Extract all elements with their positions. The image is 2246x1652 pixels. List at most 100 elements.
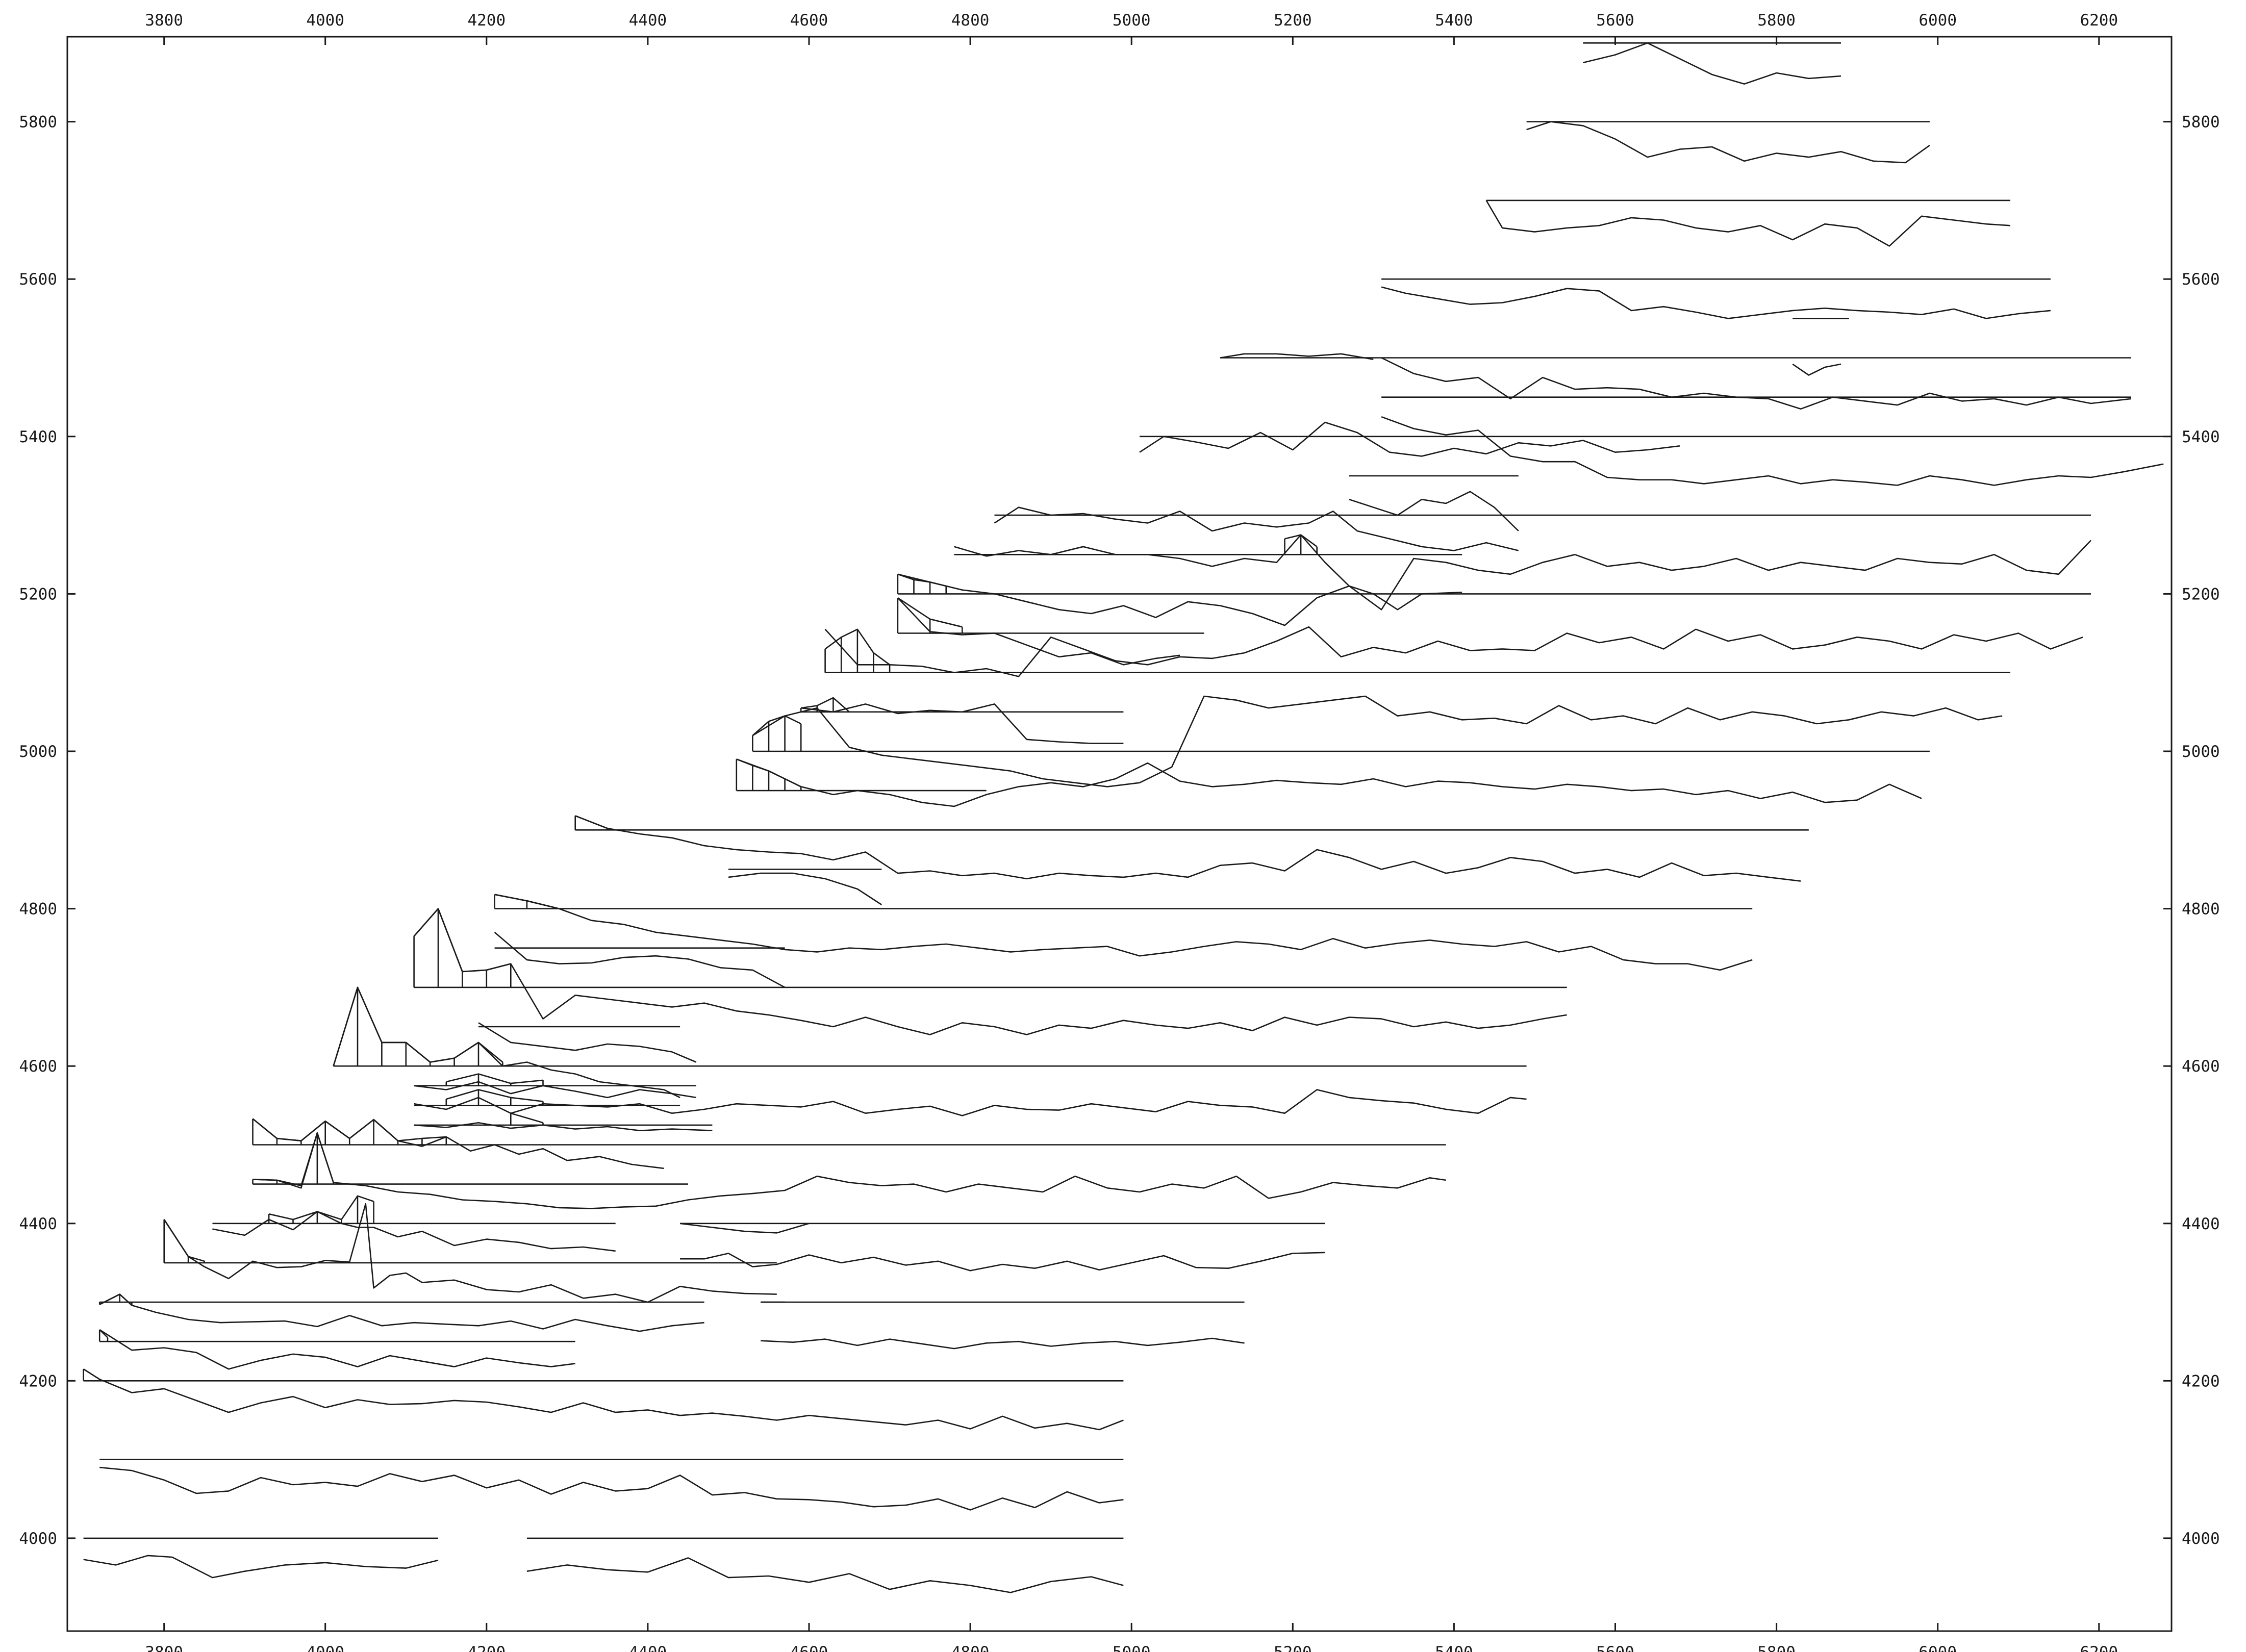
hatch-outline (801, 697, 850, 713)
x-tick-label-top: 5200 (1274, 11, 1312, 30)
profile-trace (1381, 286, 2051, 319)
x-tick-label-top: 5800 (1757, 11, 1796, 30)
profile-trace (736, 758, 1922, 807)
y-tick-label-left: 5000 (19, 743, 57, 761)
x-tick-label-top: 5000 (1113, 11, 1151, 30)
profile-trace (212, 1211, 616, 1252)
y-tick-label-right: 5200 (2182, 585, 2220, 603)
profile-trace (1582, 42, 1841, 85)
x-tick-label-top: 4400 (629, 11, 667, 30)
axis-ticks: 3800 3800 4000 4000 4200 4200 4400 4400 4600 4600… (19, 11, 2219, 1652)
profile-trace (752, 695, 2003, 787)
hatch-outline (510, 1112, 543, 1124)
y-tick-label-left: 5400 (19, 428, 57, 446)
x-tick-label-bottom: 6000 (1919, 1643, 1957, 1652)
x-tick-label-top: 3800 (145, 11, 183, 30)
y-tick-label-right: 5800 (2182, 113, 2220, 132)
profile-trace (494, 894, 1753, 971)
y-tick-label-left: 4600 (19, 1057, 57, 1076)
x-tick-label-bottom: 5600 (1596, 1643, 1634, 1652)
profile-trace (897, 597, 1180, 666)
profile-trace (1526, 121, 1930, 164)
x-tick-label-top: 4000 (306, 11, 344, 30)
x-tick-label-top: 5400 (1435, 11, 1473, 30)
profile-trace (253, 1132, 1446, 1209)
hatched-fills (83, 534, 1318, 1381)
y-tick-label-right: 4600 (2182, 1057, 2220, 1076)
x-tick-label-bottom: 4800 (951, 1643, 990, 1652)
profile-trace (680, 1252, 1325, 1272)
x-tick-label-bottom: 5400 (1435, 1643, 1473, 1652)
x-tick-label-bottom: 5200 (1274, 1643, 1312, 1652)
profile-trace (414, 1081, 697, 1099)
y-tick-label-right: 4200 (2182, 1372, 2220, 1390)
hatch-outline (446, 1073, 543, 1084)
x-tick-label-top: 6200 (2080, 11, 2118, 30)
profile-trace (414, 1122, 713, 1131)
y-tick-label-left: 4400 (19, 1215, 57, 1233)
profile-trace (1349, 491, 1519, 531)
profile-trace (1792, 363, 1841, 376)
profile-trace (679, 1223, 810, 1234)
profile-trace (99, 1466, 1124, 1511)
profile-trace (478, 1022, 697, 1063)
hatch-outline (252, 1118, 446, 1141)
hatch-outline (897, 597, 963, 628)
y-tick-label-left: 4200 (19, 1372, 57, 1390)
y-tick-label-left: 5600 (19, 270, 57, 289)
profile-trace (163, 1203, 777, 1303)
hatch-outline (333, 986, 503, 1066)
profile-trace (333, 986, 680, 1099)
x-tick-label-bottom: 4400 (629, 1643, 667, 1652)
profile-trace (83, 1368, 1124, 1431)
x-tick-label-bottom: 3800 (145, 1643, 183, 1652)
profile-baselines (83, 42, 2164, 1539)
x-tick-label-top: 4200 (467, 11, 506, 30)
profile-trace (414, 1089, 1527, 1116)
y-tick-label-right: 4000 (2182, 1530, 2220, 1548)
profile-traces (83, 42, 2164, 1593)
y-tick-label-left: 5800 (19, 113, 57, 132)
hatch-outline (413, 908, 511, 973)
profile-trace (575, 815, 1801, 882)
profile-trace (413, 908, 1567, 1035)
hatch-outline (752, 715, 801, 736)
profile-trace (494, 931, 786, 988)
profile-trace (83, 1555, 439, 1579)
y-tick-label-left: 5200 (19, 585, 57, 603)
profile-trace (1381, 357, 2132, 410)
profile-trace (897, 540, 2091, 626)
x-tick-label-bottom: 4200 (467, 1643, 506, 1652)
y-tick-label-right: 4800 (2182, 900, 2220, 919)
x-tick-label-top: 4600 (790, 11, 828, 30)
profile-trace (824, 626, 2083, 677)
x-tick-label-bottom: 4000 (306, 1643, 344, 1652)
profile-trace (801, 703, 1124, 744)
profile-trace (728, 872, 882, 905)
hatch-outline (268, 1195, 374, 1221)
profile-trace (954, 534, 1462, 611)
profile-trace (252, 1118, 664, 1170)
x-tick-label-top: 4800 (951, 11, 990, 30)
profile-trace (526, 1557, 1124, 1593)
y-tick-label-left: 4800 (19, 900, 57, 919)
x-tick-label-bottom: 6200 (2080, 1643, 2118, 1652)
x-tick-label-bottom: 4600 (790, 1643, 828, 1652)
profile-trace (1220, 353, 1374, 360)
plot-frame (66, 36, 2173, 1632)
x-tick-label-top: 5600 (1596, 11, 1634, 30)
y-tick-label-left: 4000 (19, 1530, 57, 1548)
y-tick-label-right: 5000 (2182, 743, 2220, 761)
profile-trace (1485, 200, 2010, 247)
hatch-outline (253, 1132, 334, 1186)
profile-trace (761, 1337, 1245, 1350)
profile-trace (99, 1293, 704, 1332)
profile-trace (99, 1329, 575, 1370)
y-tick-label-right: 5400 (2182, 428, 2220, 446)
x-tick-label-top: 6000 (1919, 11, 1957, 30)
y-tick-label-right: 4400 (2182, 1215, 2220, 1233)
profile-trace (994, 506, 1519, 551)
x-tick-label-bottom: 5000 (1113, 1643, 1151, 1652)
hatch-outline (446, 1089, 543, 1102)
